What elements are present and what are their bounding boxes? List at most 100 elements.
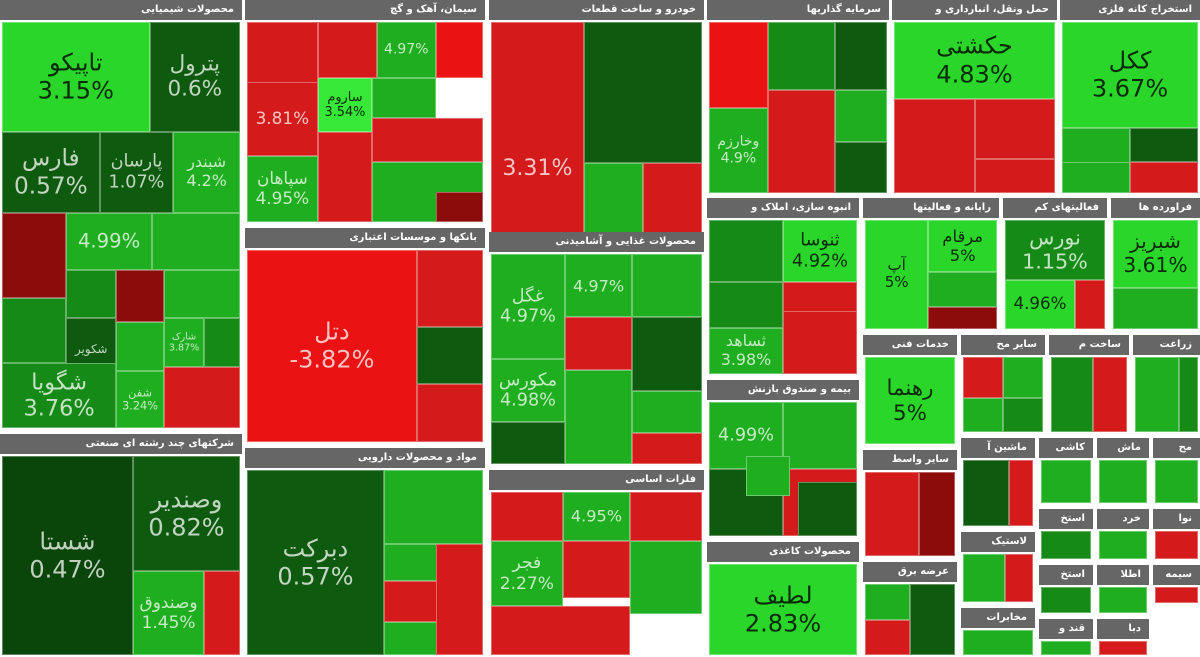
- stock-tile[interactable]: [1135, 357, 1180, 432]
- stock-tile[interactable]: [491, 492, 563, 541]
- stock-tile[interactable]: [583, 22, 702, 164]
- stock-tile[interactable]: رهنما 5%: [865, 357, 955, 444]
- stock-tile[interactable]: شستا 0.47%: [2, 456, 133, 655]
- stock-tile[interactable]: [1051, 357, 1093, 432]
- stock-tile[interactable]: [783, 402, 857, 469]
- stock-tile[interactable]: شفن 3.24%: [116, 371, 164, 428]
- stock-tile[interactable]: [630, 492, 702, 541]
- stock-tile[interactable]: تاپیکو 3.15%: [2, 22, 150, 132]
- stock-tile[interactable]: [1003, 357, 1043, 399]
- stock-tile[interactable]: [416, 384, 483, 442]
- stock-tile[interactable]: ثساهد 3.98%: [709, 327, 783, 374]
- stock-tile[interactable]: [865, 619, 910, 655]
- stock-tile[interactable]: شگویا 3.76%: [2, 363, 117, 428]
- stock-tile[interactable]: فارس 0.57%: [2, 131, 100, 213]
- stock-tile[interactable]: [1130, 128, 1198, 163]
- stock-tile[interactable]: غگل 4.97%: [491, 254, 565, 359]
- stock-tile[interactable]: [865, 584, 910, 620]
- stock-tile[interactable]: وخارزم 4.9%: [709, 107, 768, 193]
- stock-tile[interactable]: شبریز 3.61%: [1113, 220, 1198, 288]
- stock-tile[interactable]: 4.97%: [564, 254, 633, 317]
- stock-tile[interactable]: وصندوق 1.45%: [132, 571, 205, 655]
- stock-tile[interactable]: [797, 482, 857, 536]
- stock-tile[interactable]: [974, 98, 1055, 159]
- stock-tile[interactable]: [372, 78, 436, 118]
- stock-tile[interactable]: 4.97%: [376, 22, 436, 78]
- stock-tile[interactable]: شارک 3.87%: [163, 318, 205, 368]
- stock-tile[interactable]: ککل 3.67%: [1062, 22, 1198, 129]
- stock-tile[interactable]: [491, 606, 631, 655]
- stock-tile[interactable]: [783, 281, 857, 313]
- stock-tile[interactable]: [1005, 554, 1033, 602]
- stock-tile[interactable]: [435, 22, 483, 78]
- stock-tile[interactable]: حکشتی 4.83%: [894, 22, 1055, 99]
- stock-tile[interactable]: [151, 212, 240, 270]
- stock-tile[interactable]: [630, 540, 702, 615]
- stock-tile[interactable]: [746, 455, 791, 496]
- stock-tile[interactable]: [632, 390, 702, 433]
- stock-tile[interactable]: [435, 544, 483, 655]
- stock-tile[interactable]: [435, 192, 483, 222]
- stock-tile[interactable]: [247, 22, 318, 86]
- stock-tile[interactable]: [767, 90, 836, 193]
- stock-tile[interactable]: [894, 98, 975, 193]
- stock-tile[interactable]: [1041, 531, 1091, 559]
- stock-tile[interactable]: [416, 250, 483, 327]
- stock-tile[interactable]: [204, 318, 240, 368]
- stock-tile[interactable]: 4.96%: [1005, 279, 1075, 329]
- stock-tile[interactable]: [1099, 460, 1147, 503]
- stock-tile[interactable]: [835, 90, 887, 142]
- stock-tile[interactable]: [1155, 531, 1198, 559]
- stock-tile[interactable]: [963, 460, 1009, 526]
- stock-tile[interactable]: [1092, 357, 1127, 432]
- stock-tile[interactable]: [767, 22, 836, 91]
- stock-tile[interactable]: [1075, 279, 1105, 329]
- stock-tile[interactable]: [564, 369, 633, 464]
- stock-tile[interactable]: [632, 254, 702, 317]
- stock-tile[interactable]: [1041, 587, 1091, 613]
- stock-tile[interactable]: ساروم 3.54%: [317, 78, 373, 132]
- stock-tile[interactable]: 3.81%: [247, 82, 318, 156]
- stock-tile[interactable]: مرقام 5%: [928, 220, 997, 273]
- stock-tile[interactable]: پترول 0.6%: [149, 22, 240, 132]
- stock-tile[interactable]: ثنوسا 4.92%: [783, 220, 857, 282]
- stock-tile[interactable]: وصندیر 0.82%: [132, 456, 240, 572]
- stock-tile[interactable]: آپ 5%: [865, 220, 929, 329]
- stock-tile[interactable]: [963, 554, 1005, 602]
- stock-tile[interactable]: [1008, 460, 1033, 526]
- stock-tile[interactable]: [163, 367, 240, 428]
- stock-tile[interactable]: 4.95%: [562, 492, 631, 541]
- stock-tile[interactable]: [1155, 460, 1198, 503]
- stock-tile[interactable]: [963, 398, 1003, 432]
- stock-tile[interactable]: [632, 317, 702, 391]
- stock-tile[interactable]: [963, 630, 1033, 655]
- stock-tile[interactable]: [116, 322, 164, 372]
- stock-tile[interactable]: [491, 422, 565, 464]
- stock-tile[interactable]: [963, 357, 1003, 399]
- stock-tile[interactable]: [1041, 460, 1091, 503]
- stock-tile[interactable]: [383, 470, 483, 544]
- stock-tile[interactable]: [1179, 357, 1198, 432]
- stock-tile[interactable]: نورس 1.15%: [1005, 220, 1105, 280]
- stock-tile[interactable]: فجر 2.27%: [491, 540, 563, 607]
- stock-tile[interactable]: [562, 540, 631, 598]
- stock-tile[interactable]: [709, 281, 783, 328]
- stock-tile[interactable]: [709, 220, 783, 282]
- stock-tile[interactable]: [1130, 162, 1198, 193]
- stock-tile[interactable]: [1099, 641, 1147, 655]
- stock-tile[interactable]: مکورس 4.98%: [491, 359, 565, 422]
- stock-tile[interactable]: [1041, 641, 1091, 655]
- stock-tile[interactable]: [372, 118, 483, 162]
- stock-tile[interactable]: [974, 158, 1055, 193]
- stock-tile[interactable]: [928, 307, 997, 329]
- stock-tile[interactable]: [835, 22, 887, 91]
- stock-tile[interactable]: لطیف 2.83%: [709, 564, 857, 655]
- stock-tile[interactable]: [1099, 531, 1147, 559]
- stock-tile[interactable]: [865, 472, 919, 556]
- stock-tile[interactable]: [317, 132, 373, 222]
- stock-tile[interactable]: [317, 22, 377, 78]
- stock-tile[interactable]: [116, 269, 164, 323]
- stock-tile[interactable]: [204, 571, 240, 655]
- stock-tile[interactable]: دبرکت 0.57%: [247, 470, 384, 655]
- stock-tile[interactable]: [1003, 398, 1043, 432]
